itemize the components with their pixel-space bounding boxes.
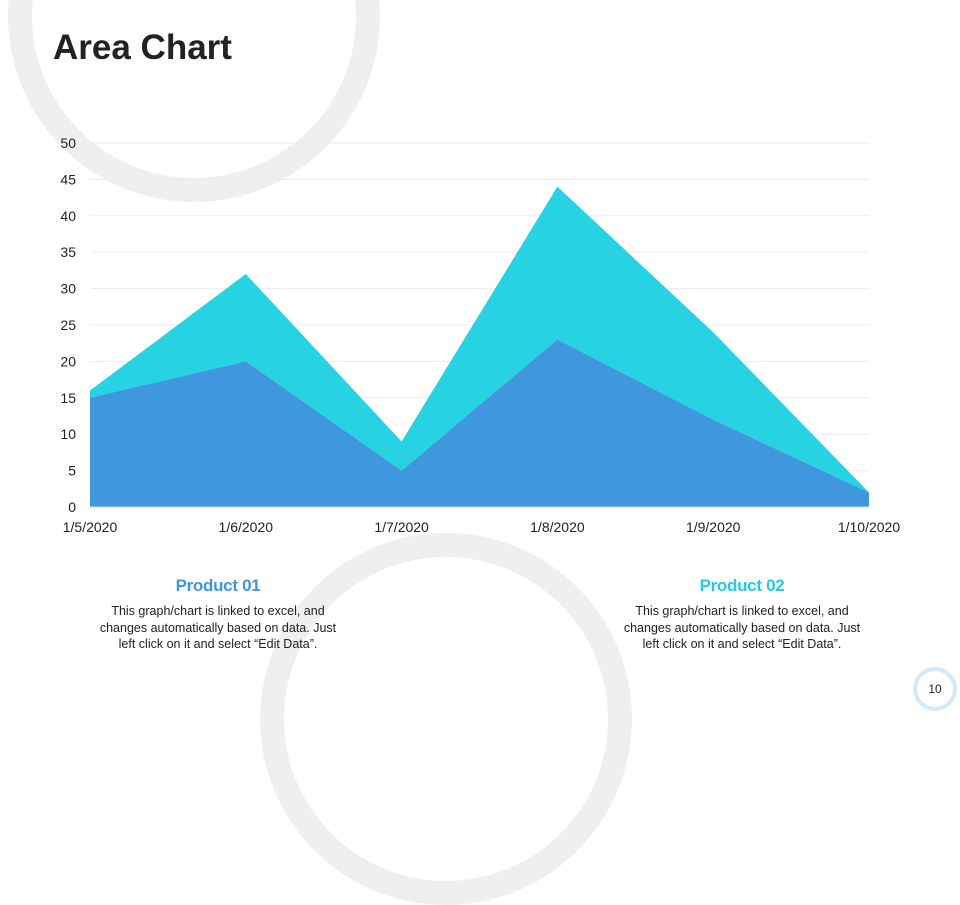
y-tick-label-40: 40 xyxy=(60,208,76,224)
x-tick-label-1: 1/6/2020 xyxy=(219,519,274,535)
y-tick-label-5: 5 xyxy=(68,463,76,479)
product-01-title: Product 01 xyxy=(175,576,261,595)
y-tick-label-45: 45 xyxy=(60,171,76,187)
product-02-description: Product 02 This graph/chart is linked to… xyxy=(622,576,862,653)
y-tick-label-0: 0 xyxy=(68,499,76,515)
product-02-text: This graph/chart is linked to excel, and… xyxy=(623,604,861,651)
y-tick-label-30: 30 xyxy=(60,281,76,297)
y-tick-label-20: 20 xyxy=(60,353,76,369)
slide-title: Area Chart xyxy=(53,28,232,67)
area-product-02 xyxy=(90,186,869,493)
page-number: 10 xyxy=(917,671,953,707)
product-02-title: Product 02 xyxy=(699,576,785,595)
x-tick-label-0: 1/5/2020 xyxy=(63,519,118,535)
product-01-text: This graph/chart is linked to excel, and… xyxy=(99,604,337,651)
x-tick-label-5: 1/10/2020 xyxy=(838,519,900,535)
y-tick-label-50: 50 xyxy=(60,135,76,151)
page-number-badge: 10 xyxy=(913,667,957,711)
area-chart: 0 5 10 15 20 25 30 35 40 45 50 1/5/2020 1/6/2020 1/7… xyxy=(60,135,900,535)
area-product-01 xyxy=(90,339,869,507)
y-tick-label-35: 35 xyxy=(60,244,76,260)
x-tick-label-4: 1/9/2020 xyxy=(686,519,741,535)
x-tick-label-3: 1/8/2020 xyxy=(530,519,585,535)
y-tick-label-15: 15 xyxy=(60,390,76,406)
y-tick-label-10: 10 xyxy=(60,426,76,442)
product-01-description: Product 01 This graph/chart is linked to… xyxy=(98,576,338,653)
y-tick-label-25: 25 xyxy=(60,317,76,333)
x-tick-label-2: 1/7/2020 xyxy=(374,519,429,535)
